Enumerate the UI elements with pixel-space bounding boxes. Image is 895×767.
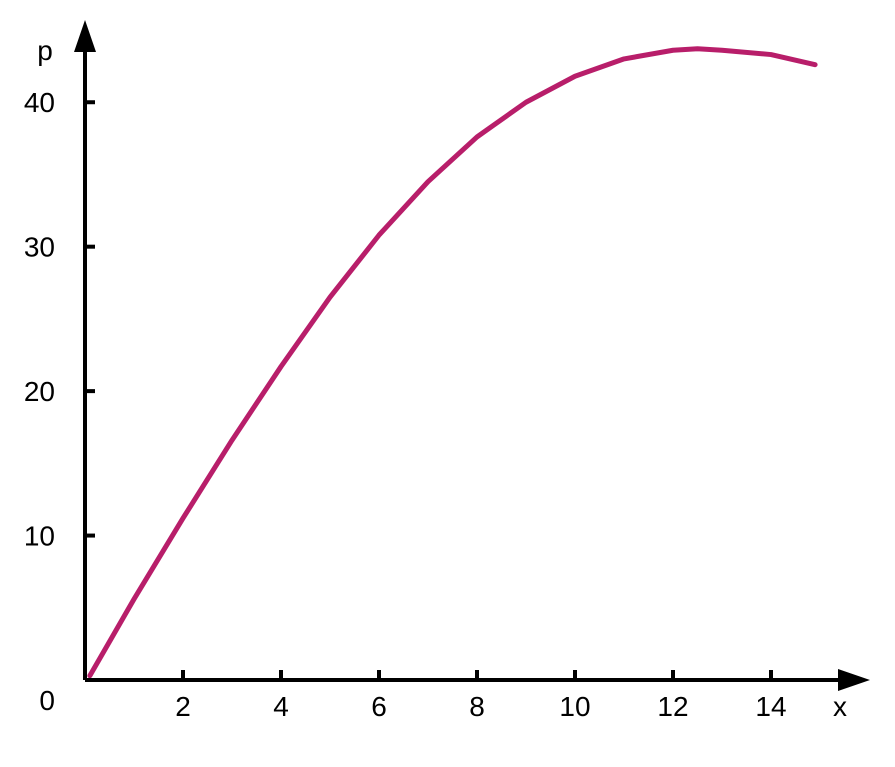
y-tick-label: 40 <box>24 87 55 118</box>
x-tick-label: 10 <box>559 691 590 722</box>
curve-line <box>90 49 815 676</box>
x-tick-label: 12 <box>657 691 688 722</box>
chart-svg: 2 4 6 8 10 12 14 10 20 30 40 0 p x <box>0 0 895 762</box>
y-axis-arrow-icon <box>74 20 96 52</box>
y-tick-label: 30 <box>24 232 55 263</box>
x-axis-label: x <box>833 691 847 722</box>
origin-label: 0 <box>39 685 55 716</box>
chart-container: 2 4 6 8 10 12 14 10 20 30 40 0 p x <box>0 0 895 767</box>
y-axis-label: p <box>37 35 53 66</box>
x-axis-arrow-icon <box>838 669 870 691</box>
x-tick-label: 14 <box>755 691 786 722</box>
y-tick-label: 20 <box>24 376 55 407</box>
x-tick-label: 4 <box>273 691 289 722</box>
x-tick-label: 8 <box>469 691 485 722</box>
x-tick-label: 2 <box>175 691 191 722</box>
x-tick-label: 6 <box>371 691 387 722</box>
y-tick-label: 10 <box>24 521 55 552</box>
